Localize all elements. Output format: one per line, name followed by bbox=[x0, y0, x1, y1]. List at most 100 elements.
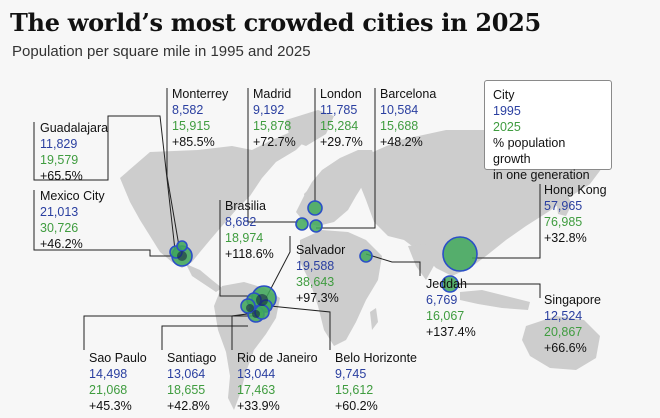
bubble-jeddah-2025 bbox=[359, 249, 373, 263]
connector-madrid bbox=[247, 88, 298, 223]
city-growth: +65.5% bbox=[40, 169, 83, 183]
city-pop-2025: 15,878 bbox=[253, 119, 292, 133]
connector-salvador bbox=[265, 236, 291, 299]
bubble-singapore-2025 bbox=[441, 275, 459, 293]
city-name: Jeddah bbox=[426, 277, 468, 291]
chart-subtitle: Population per square mile in 1995 and 2… bbox=[12, 43, 311, 60]
city-pop-1995: 8,682 bbox=[225, 215, 257, 229]
city-pop-1995: 8,582 bbox=[172, 103, 204, 117]
city-pop-2025: 15,688 bbox=[380, 119, 419, 133]
city-label-guadalajara: Guadalajara 11,829 19,579 +65.5% bbox=[40, 120, 108, 184]
city-label-santiago: Santiago 13,064 18,655 +42.8% bbox=[167, 350, 216, 414]
city-pop-2025: 17,463 bbox=[237, 383, 276, 397]
city-name: Santiago bbox=[167, 351, 217, 365]
city-pop-1995: 9,745 bbox=[335, 367, 367, 381]
bubble-madrid-2025 bbox=[295, 217, 309, 231]
bubble-santiago-1995 bbox=[246, 304, 254, 312]
central-america-shape bbox=[186, 264, 222, 292]
city-label-london: London 11,785 15,284 +29.7% bbox=[320, 86, 363, 150]
city-pop-2025: 15,284 bbox=[320, 119, 359, 133]
japan-shape bbox=[556, 192, 572, 216]
city-name: Sao Paulo bbox=[89, 351, 147, 365]
city-growth: +48.2% bbox=[380, 135, 423, 149]
city-pop-2025: 15,612 bbox=[335, 383, 374, 397]
city-label-brasilia: Brasilia 8,682 18,974 +118.6% bbox=[225, 198, 274, 262]
city-pop-1995: 19,588 bbox=[296, 259, 335, 273]
city-pop-2025: 30,726 bbox=[40, 221, 79, 235]
connector-jeddah bbox=[365, 253, 421, 276]
city-growth: +85.5% bbox=[172, 135, 215, 149]
connector-singapore bbox=[450, 283, 541, 298]
bubble-mexico-city-1995 bbox=[177, 251, 187, 261]
city-growth: +72.7% bbox=[253, 135, 296, 149]
city-pop-1995: 14,498 bbox=[89, 367, 128, 381]
city-pop-2025: 16,067 bbox=[426, 309, 465, 323]
city-growth: +60.2% bbox=[335, 399, 378, 413]
connector-belo-horizonte bbox=[269, 305, 331, 350]
city-growth: +97.3% bbox=[296, 291, 339, 305]
city-pop-1995: 57,965 bbox=[544, 199, 583, 213]
bubble-barcelona-2025 bbox=[309, 219, 323, 233]
city-name: London bbox=[320, 87, 362, 101]
city-pop-2025: 19,579 bbox=[40, 153, 79, 167]
city-growth: +137.4% bbox=[426, 325, 476, 339]
legend-1995: 1995 bbox=[493, 104, 521, 118]
city-pop-2025: 15,915 bbox=[172, 119, 211, 133]
connector-sao-paulo bbox=[83, 315, 256, 350]
connector-mexico-city bbox=[33, 190, 178, 257]
city-pop-2025: 18,655 bbox=[167, 383, 206, 397]
city-label-monterrey: Monterrey 8,582 15,915 +85.5% bbox=[172, 86, 228, 150]
city-label-barcelona: Barcelona 10,584 15,688 +48.2% bbox=[380, 86, 436, 150]
city-label-madrid: Madrid 9,192 15,878 +72.7% bbox=[253, 86, 296, 150]
city-pop-1995: 11,785 bbox=[320, 103, 358, 117]
connector-lines bbox=[33, 88, 541, 350]
city-name: Madrid bbox=[253, 87, 292, 101]
australia-shape bbox=[522, 316, 600, 370]
city-pop-1995: 11,829 bbox=[40, 137, 78, 151]
connector-brasilia bbox=[219, 200, 256, 297]
city-name: Guadalajara bbox=[40, 121, 109, 135]
city-name: Monterrey bbox=[172, 87, 229, 101]
bubble-sao-paulo-1995 bbox=[252, 310, 260, 318]
city-pop-2025: 76,985 bbox=[544, 215, 583, 229]
city-name: Brasilia bbox=[225, 199, 266, 213]
city-name: Salvador bbox=[296, 243, 346, 257]
bubble-monterrey-2025 bbox=[176, 240, 188, 252]
city-pop-2025: 20,867 bbox=[544, 325, 583, 339]
legend-box: City 1995 2025 % population growth in on… bbox=[484, 80, 612, 182]
city-pop-1995: 9,192 bbox=[253, 103, 285, 117]
city-label-sao-paulo: Sao Paulo 14,498 21,068 +45.3% bbox=[89, 350, 147, 414]
city-bubbles bbox=[169, 200, 478, 323]
city-pop-2025: 38,643 bbox=[296, 275, 335, 289]
connector-santiago bbox=[161, 325, 248, 350]
greenland-shape bbox=[286, 110, 334, 146]
city-pop-1995: 6,769 bbox=[426, 293, 458, 307]
legend-growth-line2: in one generation bbox=[493, 168, 590, 182]
city-growth: +32.8% bbox=[544, 231, 587, 245]
city-pop-1995: 13,064 bbox=[167, 367, 206, 381]
bubble-london-2025 bbox=[307, 200, 323, 216]
legend-city: City bbox=[493, 88, 515, 102]
city-label-jeddah: Jeddah 6,769 16,067 +137.4% bbox=[426, 276, 476, 340]
city-label-salvador: Salvador 19,588 38,643 +97.3% bbox=[296, 242, 345, 306]
city-pop-1995: 10,584 bbox=[380, 103, 419, 117]
city-growth: +118.6% bbox=[225, 247, 274, 261]
legend-2025: 2025 bbox=[493, 120, 521, 134]
bubble-salvador-1995 bbox=[256, 294, 268, 306]
city-label-singapore: Singapore 12,524 20,867 +66.6% bbox=[544, 292, 601, 356]
city-growth: +46.2% bbox=[40, 237, 83, 251]
india-shape bbox=[408, 244, 436, 280]
city-name: Belo Horizonte bbox=[335, 351, 417, 365]
connector-hong-kong bbox=[472, 184, 541, 259]
chart-title: The world’s most crowded cities in 2025 bbox=[10, 8, 541, 37]
city-name: Hong Kong bbox=[544, 183, 607, 197]
city-pop-1995: 21,013 bbox=[40, 205, 79, 219]
city-label-hong-kong: Hong Kong 57,965 76,985 +32.8% bbox=[544, 182, 607, 246]
indonesia-shape bbox=[460, 290, 530, 310]
city-label-rio-de-janeiro: Rio de Janeiro 13,044 17,463 +33.9% bbox=[237, 350, 318, 414]
city-growth: +29.7% bbox=[320, 135, 363, 149]
bubble-hong-kong-2025 bbox=[442, 236, 478, 272]
city-pop-2025: 21,068 bbox=[89, 383, 128, 397]
city-name: Singapore bbox=[544, 293, 601, 307]
city-name: Barcelona bbox=[380, 87, 437, 101]
